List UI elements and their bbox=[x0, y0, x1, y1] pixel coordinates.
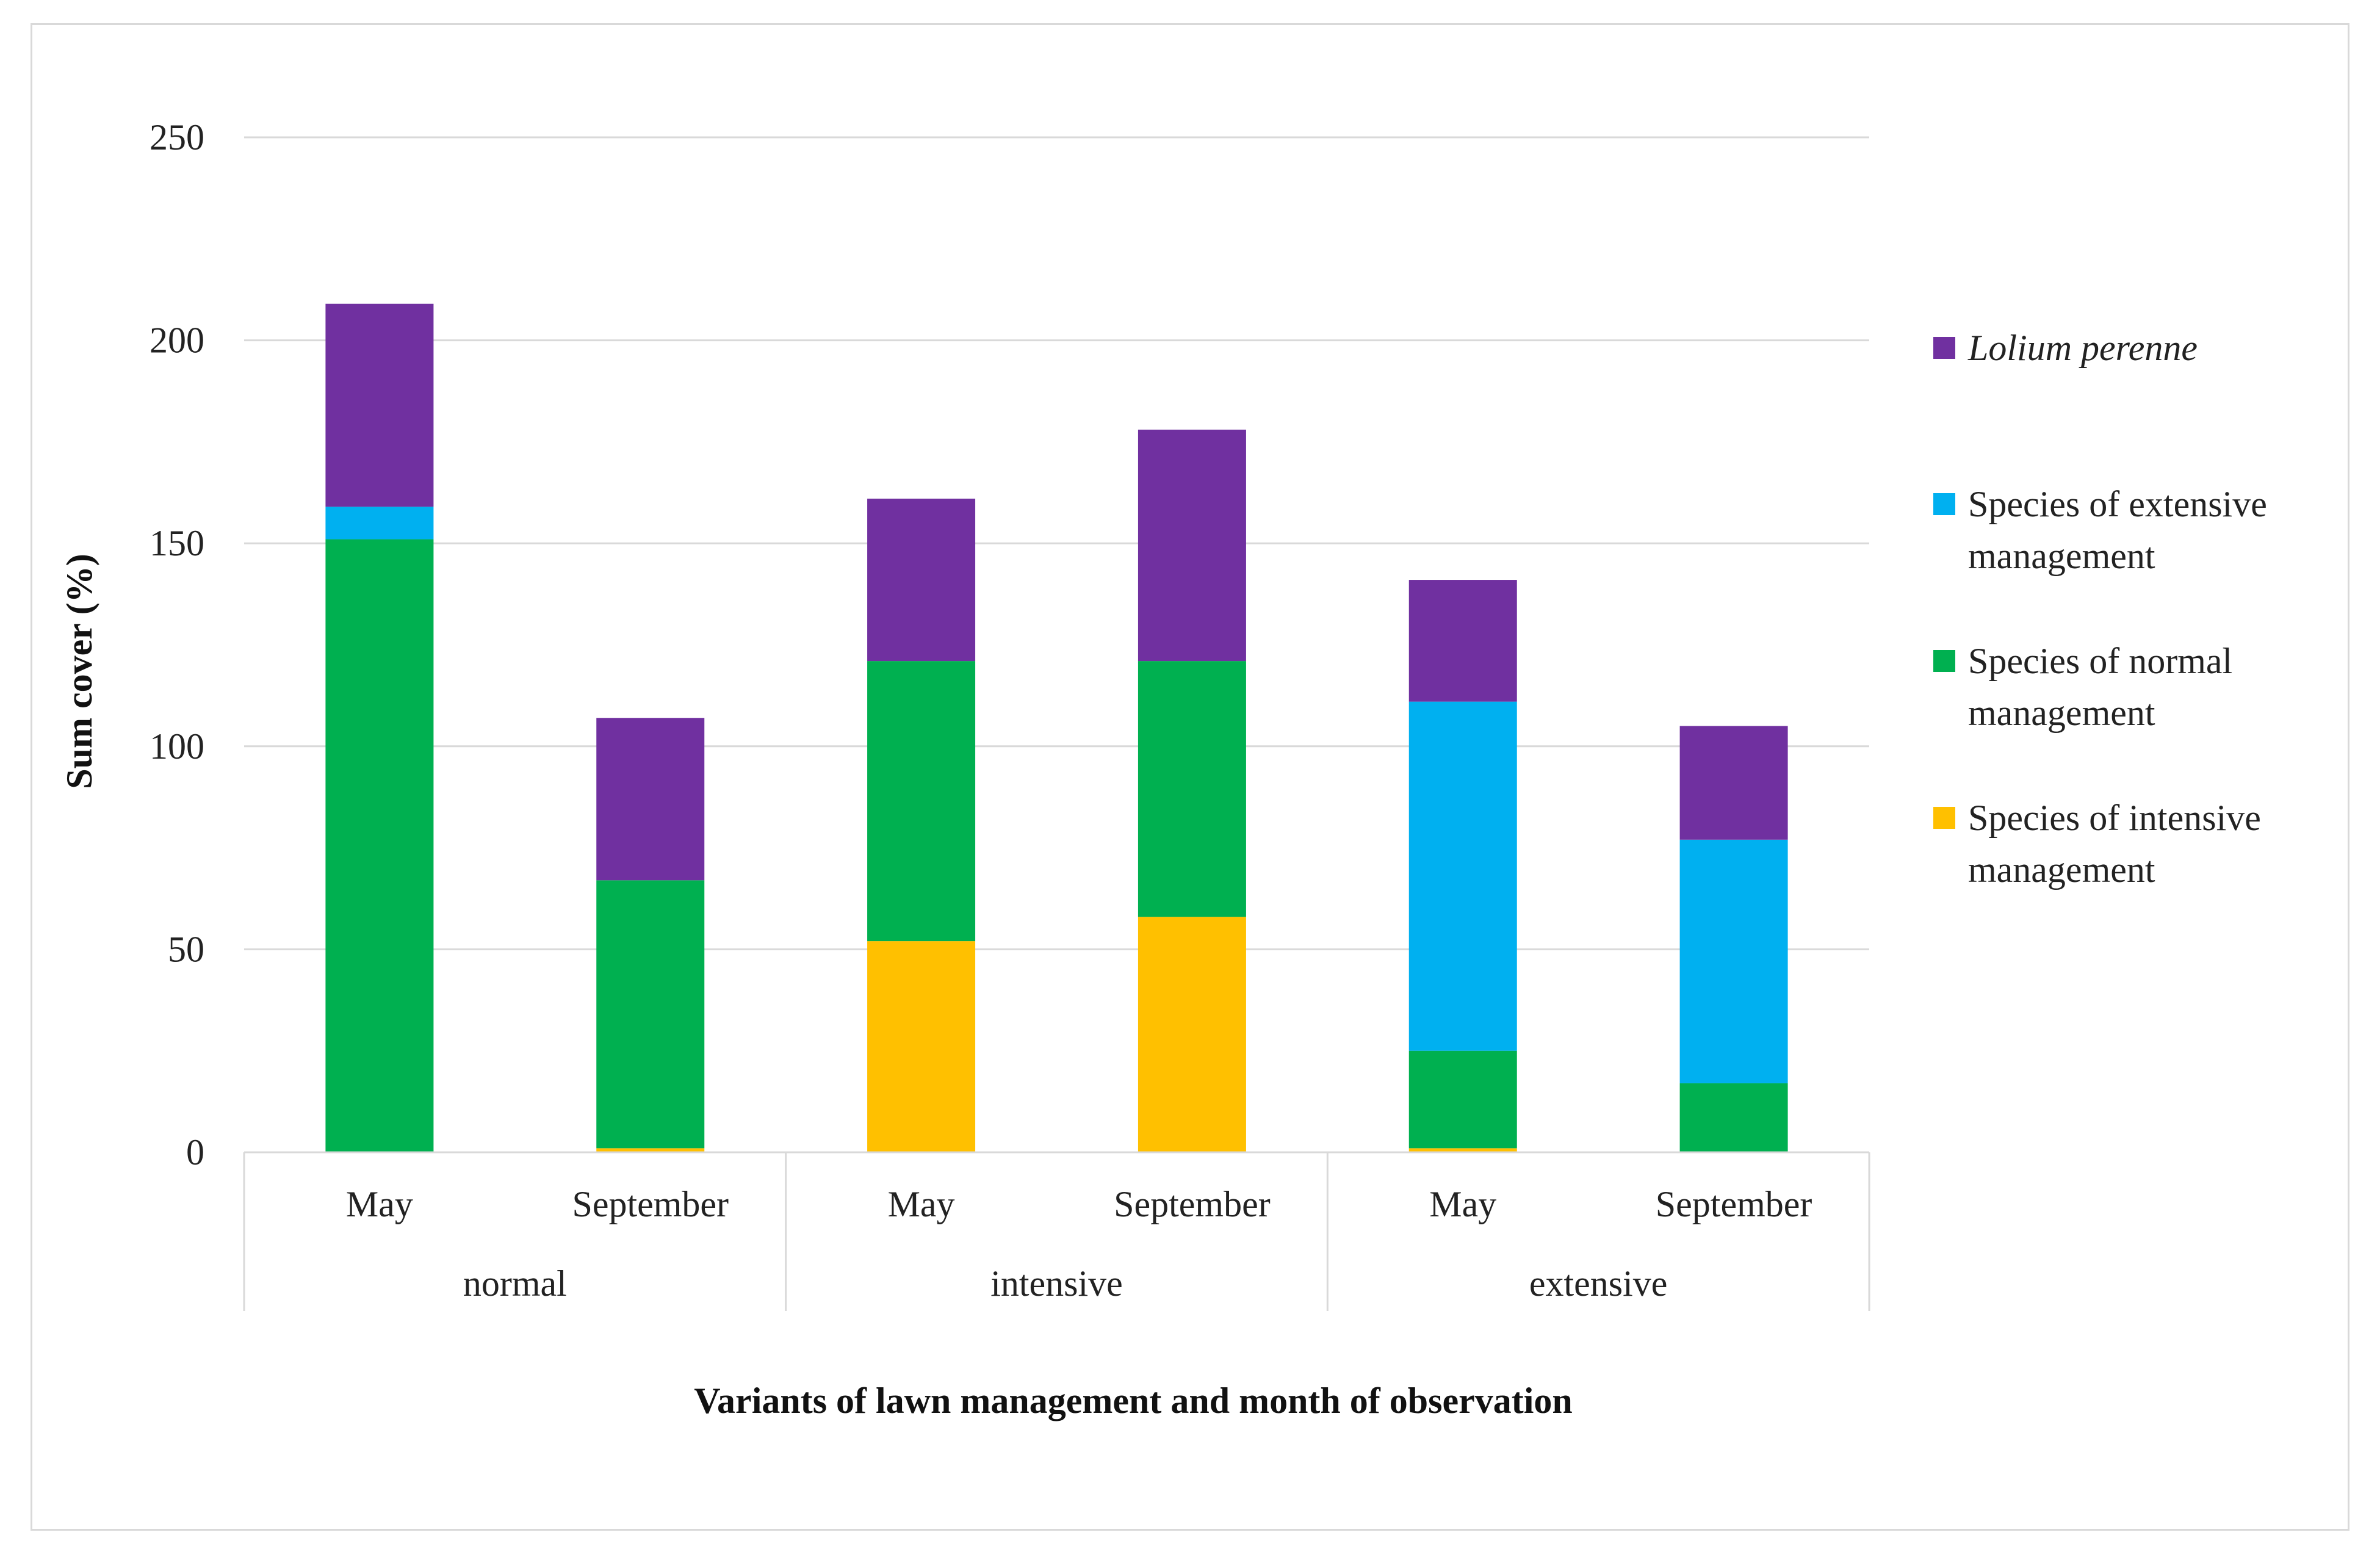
bar-segment bbox=[325, 507, 434, 540]
x-axis-title: Variants of lawn management and month of… bbox=[694, 1381, 1573, 1421]
y-tick-label: 50 bbox=[168, 929, 204, 969]
bar-segment bbox=[867, 661, 976, 942]
legend-label: management bbox=[1968, 850, 2155, 890]
y-axis-title: Sum cover (%) bbox=[59, 554, 99, 789]
bar-segment bbox=[1138, 661, 1246, 917]
legend-label: Species of intensive bbox=[1968, 798, 2261, 838]
legend-swatch bbox=[1933, 493, 1955, 515]
bar-segment bbox=[596, 1148, 705, 1152]
bar-segment bbox=[1408, 1148, 1517, 1152]
x-tick-label: September bbox=[572, 1184, 729, 1224]
gridlines bbox=[244, 136, 1869, 950]
legend-label: management bbox=[1968, 536, 2155, 576]
bar-segment bbox=[1679, 726, 1788, 840]
legend: Lolium perenne Species of extensive manage… bbox=[1933, 328, 2267, 890]
legend-label: Species of extensive bbox=[1968, 484, 2267, 524]
x-tick-label: May bbox=[1429, 1184, 1496, 1224]
y-tick-label: 0 bbox=[186, 1132, 204, 1172]
y-tick-label: 150 bbox=[150, 523, 204, 563]
bar-segment bbox=[596, 718, 705, 881]
x-tick-label: May bbox=[346, 1184, 413, 1224]
legend-swatch bbox=[1933, 337, 1955, 359]
bar-segment bbox=[867, 941, 976, 1152]
y-tick-label: 250 bbox=[150, 117, 204, 157]
legend-swatch bbox=[1933, 650, 1955, 672]
x-tick-label: May bbox=[888, 1184, 955, 1224]
bar-segment bbox=[325, 539, 434, 1152]
bar-segment bbox=[1679, 1083, 1788, 1152]
bar-segment bbox=[867, 499, 976, 662]
y-tick-label: 200 bbox=[150, 320, 204, 361]
legend-label: Species of normal bbox=[1968, 641, 2232, 681]
x-tick-label: September bbox=[1656, 1184, 1812, 1224]
group-label: extensive bbox=[1529, 1263, 1668, 1304]
bar-segment bbox=[596, 880, 705, 1149]
group-label: normal bbox=[463, 1263, 567, 1304]
bar-segment bbox=[1138, 917, 1246, 1152]
legend-label: Lolium perenne bbox=[1967, 328, 2198, 368]
legend-swatch bbox=[1933, 807, 1955, 829]
bar-segment bbox=[325, 303, 434, 507]
y-tick-label: 100 bbox=[150, 726, 204, 767]
legend-label: management bbox=[1968, 693, 2155, 733]
x-tick-label: September bbox=[1114, 1184, 1271, 1224]
axes: 0 50 100 150 200 250 May September May September M… bbox=[150, 117, 1870, 1311]
bar-segment bbox=[1138, 429, 1246, 662]
bar-segment bbox=[1408, 1050, 1517, 1149]
bar-segment bbox=[1679, 839, 1788, 1083]
bars bbox=[325, 303, 1788, 1152]
bar-segment bbox=[1408, 701, 1517, 1051]
bar-segment bbox=[1408, 580, 1517, 702]
group-label: intensive bbox=[990, 1263, 1123, 1304]
